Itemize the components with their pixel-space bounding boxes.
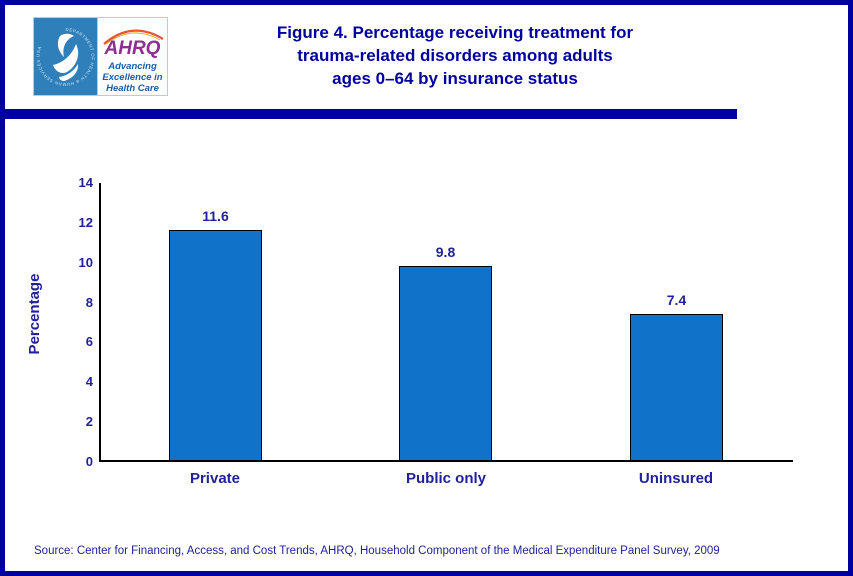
bar-group-public-only: 9.8 [399, 245, 492, 461]
hhs-seal: DEPARTMENT OF HEALTH & HUMAN SERVICES US… [34, 18, 97, 95]
bar-value-label: 9.8 [435, 244, 456, 260]
bar-public-only [399, 266, 492, 461]
bar-group-private: 11.6 [169, 209, 262, 461]
y-axis-tick-label: 12 [78, 215, 93, 230]
header-divider-bar [0, 109, 737, 119]
hhs-eagle-icon: DEPARTMENT OF HEALTH & HUMAN SERVICES US… [35, 27, 95, 87]
x-axis-category-uninsured: Uninsured [638, 470, 714, 487]
bar-uninsured [630, 314, 723, 461]
y-axis-line [99, 183, 101, 462]
y-axis-tick-label: 4 [85, 374, 93, 389]
figure-title-line-3: ages 0–64 by insurance status [332, 69, 578, 88]
bar-value-label: 11.6 [202, 208, 229, 224]
x-axis-category-public-only: Public only [405, 470, 486, 487]
ahrq-tagline-line: Health Care [106, 83, 159, 94]
x-axis-line [99, 460, 793, 462]
ahrq-swoosh-icon [103, 29, 164, 45]
ahrq-tagline: Advancing Excellence in Health Care [98, 61, 167, 94]
x-axis-category-private: Private [189, 470, 241, 487]
ahrq-wordmark: AHRQ [104, 38, 161, 59]
y-axis-tick-label: 6 [85, 334, 93, 349]
figure-title-line-1: Figure 4. Percentage receiving treatment… [276, 23, 634, 42]
ahrq-hhs-logo: DEPARTMENT OF HEALTH & HUMAN SERVICES US… [33, 17, 168, 96]
y-axis-tick-label: 2 [85, 414, 93, 429]
figure-title: Figure 4. Percentage receiving treatment… [235, 21, 675, 90]
bar-private [169, 230, 262, 461]
y-axis-tick-label: 14 [78, 175, 93, 190]
ahrq-tagline-line: Excellence in [102, 72, 163, 83]
ahrq-tagline-line: Advancing [108, 61, 157, 72]
y-axis-tick-label: 0 [85, 454, 93, 469]
y-axis-tick-labels: 0 2 4 6 8 10 12 14 [0, 0, 93, 576]
bar-value-label: 7.4 [666, 292, 687, 308]
source-note: Source: Center for Financing, Access, an… [34, 545, 720, 557]
figure-title-line-2: trauma-related disorders among adults [297, 46, 613, 65]
ahrq-logo: AHRQ Advancing Excellence in Health Care [97, 18, 167, 95]
y-axis-tick-label: 8 [85, 295, 93, 310]
bar-group-uninsured: 7.4 [630, 293, 723, 461]
y-axis-tick-label: 10 [78, 255, 93, 270]
